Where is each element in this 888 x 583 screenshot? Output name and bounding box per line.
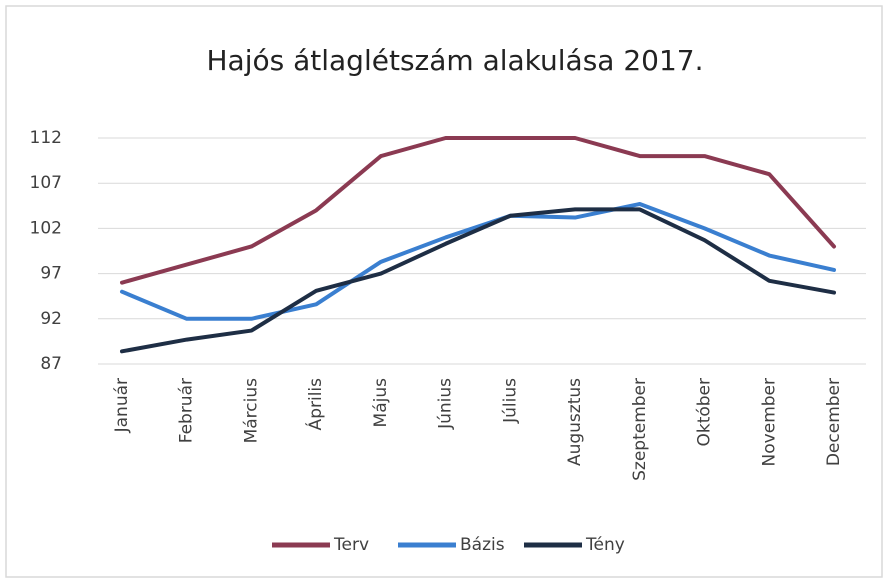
x-tick-label: November	[759, 378, 779, 466]
x-tick-label: Augusztus	[565, 378, 585, 466]
legend-label: Bázis	[460, 535, 505, 555]
x-tick-label: Február	[177, 378, 197, 443]
x-tick-label: December	[824, 378, 844, 466]
x-tick-label: Július	[500, 378, 520, 424]
y-tick-label: 97	[40, 264, 62, 284]
y-tick-label: 87	[40, 354, 62, 374]
chart-frame	[5, 5, 883, 578]
y-tick-label: 112	[30, 128, 62, 148]
x-tick-label: Március	[241, 378, 261, 444]
y-tick-label: 102	[30, 218, 62, 238]
x-tick-label: Május	[371, 378, 391, 428]
series-line	[120, 207, 836, 354]
series-line	[120, 201, 836, 321]
x-tick-label: Október	[695, 378, 715, 447]
series-line	[120, 136, 836, 285]
x-tick-label: Szeptember	[630, 378, 650, 481]
legend-label: Terv	[333, 535, 369, 555]
y-tick-label: 107	[30, 173, 62, 193]
y-tick-label: 92	[40, 309, 62, 329]
x-tick-label: Június	[436, 378, 456, 430]
chart-title: Hajós átlaglétszám alakulása 2017.	[207, 44, 704, 77]
x-tick-label: Január	[112, 378, 132, 433]
legend-label: Tény	[585, 535, 625, 555]
x-tick-label: Április	[304, 378, 326, 431]
